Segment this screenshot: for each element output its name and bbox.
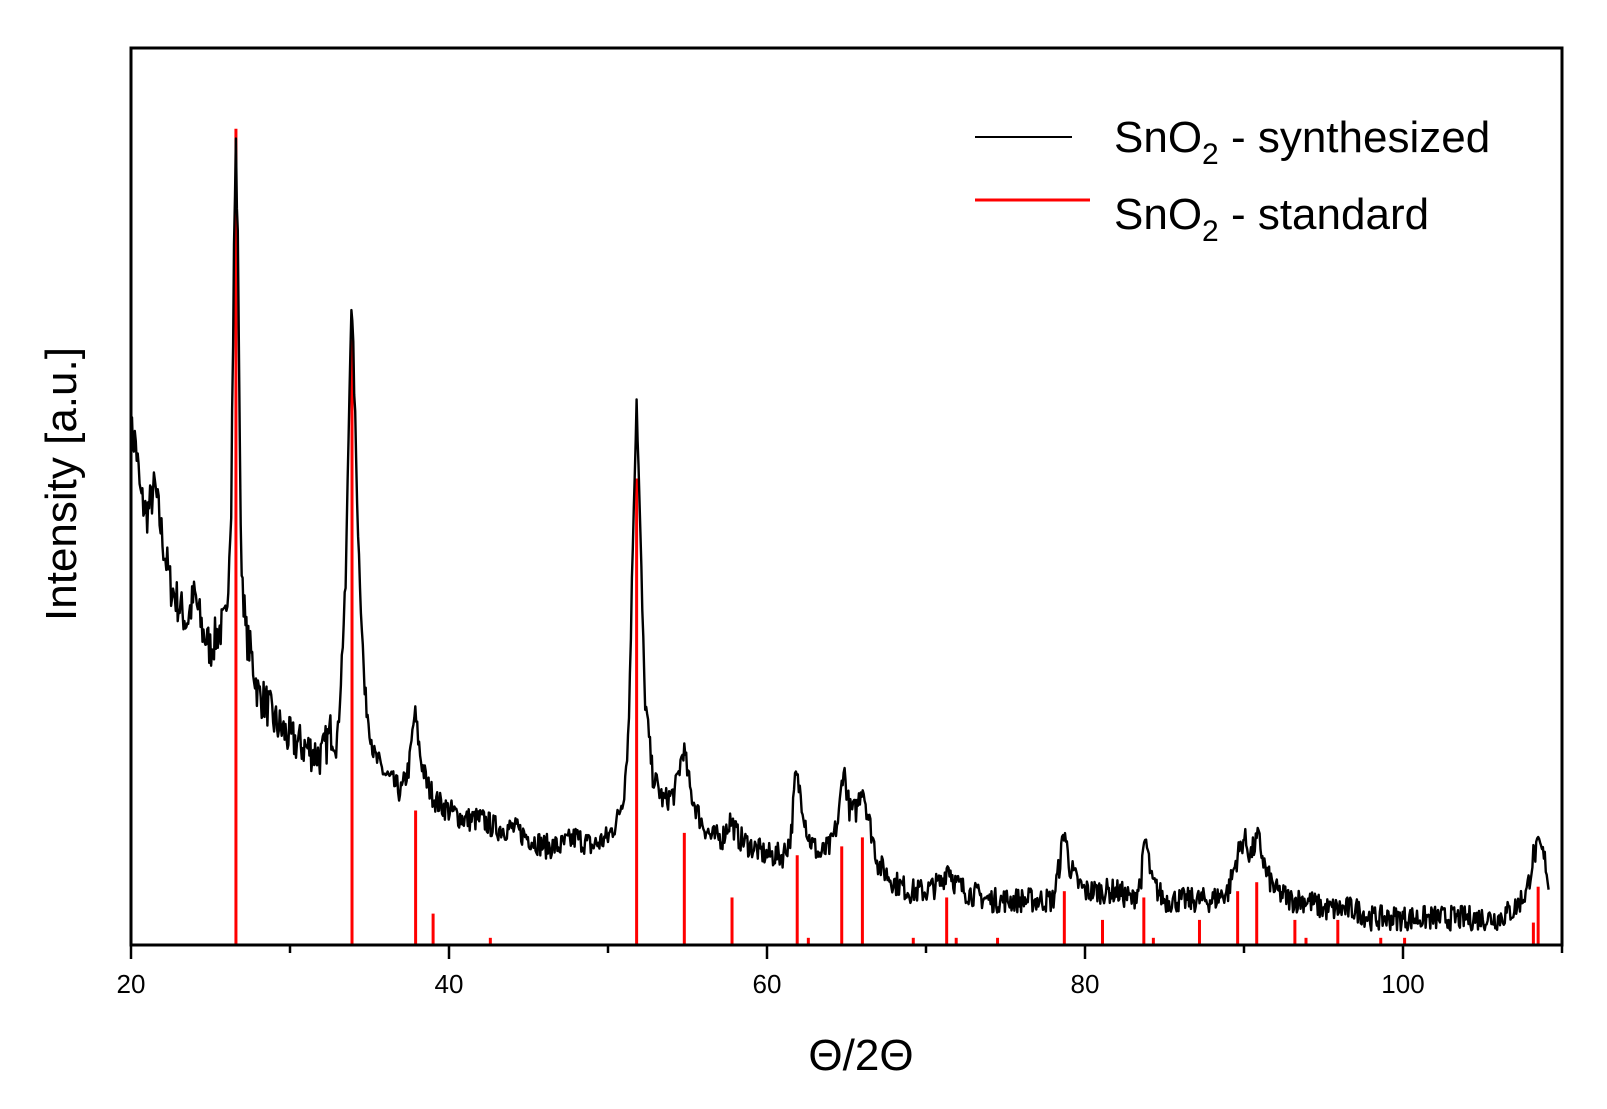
legend-sub-standard: 2 [1202, 215, 1219, 248]
legend-rest-standard: - standard [1219, 190, 1429, 239]
x-tick-label-40: 40 [435, 969, 464, 999]
x-axis-ticks: 20 40 60 80 100 [117, 945, 1564, 999]
series-line-synthesized [129, 137, 1550, 932]
standard-sticks [234, 128, 1540, 945]
x-axis-title: Θ/2Θ [808, 1031, 913, 1080]
legend: SnO2 - synthesized SnO2 - standard [975, 113, 1490, 248]
legend-label-synthesized: SnO2 - synthesized [1114, 113, 1490, 171]
legend-main-synthesized: SnO [1114, 113, 1202, 162]
x-tick-label-60: 60 [753, 969, 782, 999]
x-tick-label-20: 20 [117, 969, 146, 999]
y-axis-title: Intensity [a.u.] [37, 347, 86, 621]
legend-main-standard: SnO [1114, 190, 1202, 239]
legend-rest-synthesized: - synthesized [1219, 113, 1490, 162]
plot-background [131, 48, 1562, 945]
x-tick-label-100: 100 [1381, 969, 1424, 999]
legend-label-standard: SnO2 - standard [1114, 190, 1429, 248]
x-tick-label-80: 80 [1071, 969, 1100, 999]
legend-sub-synthesized: 2 [1202, 138, 1219, 171]
plot-frame [129, 46, 1564, 947]
